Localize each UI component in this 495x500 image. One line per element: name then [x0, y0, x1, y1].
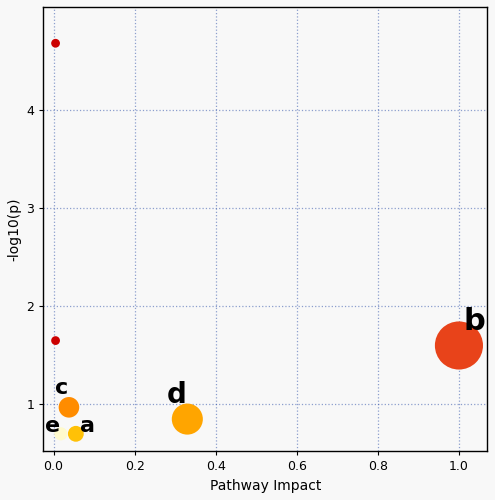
- Point: [455, 342, 463, 349]
- Text: e: e: [45, 416, 60, 436]
- Text: a: a: [80, 416, 95, 436]
- Text: b: b: [463, 306, 485, 336]
- Point: [51, 336, 59, 344]
- Point: [51, 40, 59, 48]
- Text: c: c: [55, 378, 68, 398]
- X-axis label: Pathway Impact: Pathway Impact: [210, 479, 321, 493]
- Text: d: d: [167, 382, 187, 409]
- Point: [72, 430, 80, 438]
- Point: [57, 430, 65, 438]
- Y-axis label: -log10(p): -log10(p): [7, 198, 21, 261]
- Point: [183, 415, 191, 423]
- Point: [65, 404, 73, 411]
